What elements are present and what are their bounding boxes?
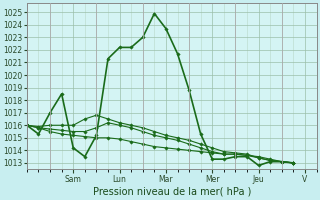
X-axis label: Pression niveau de la mer( hPa ): Pression niveau de la mer( hPa )	[92, 187, 251, 197]
